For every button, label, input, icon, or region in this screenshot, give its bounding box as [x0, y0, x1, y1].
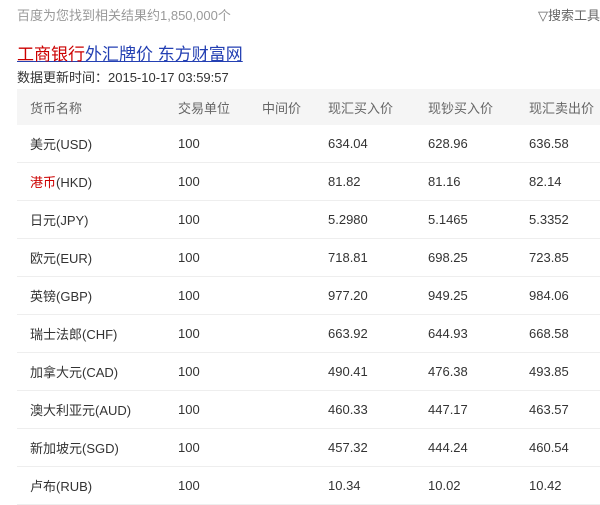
table-row: 瑞士法郎(CHF) 100 663.92 644.93 668.58: [17, 314, 600, 353]
search-tools-button[interactable]: ▽搜索工具: [538, 5, 600, 24]
result-count: 百度为您找到相关结果约1,850,000个: [17, 8, 231, 23]
cell-mid: [261, 314, 327, 353]
currency-name-text: 瑞士法郎(CHF): [30, 327, 118, 342]
currency-name: 港币(HKD): [17, 162, 177, 201]
cell-xh_buy: 10.34: [327, 466, 427, 505]
cell-xc_buy: 949.25: [427, 276, 528, 315]
cell-mid: [261, 352, 327, 391]
cell-sell: 984.06: [528, 276, 600, 315]
cell-xc_buy: 10.02: [427, 466, 528, 505]
currency-name-text: 澳大利亚元(AUD): [30, 403, 132, 418]
currency-name: 日元(JPY): [17, 200, 177, 239]
cell-xh_buy: 718.81: [327, 238, 427, 277]
cell-xc_buy: 628.96: [427, 125, 528, 163]
cell-mid: [261, 125, 327, 163]
currency-name: 英镑(GBP): [17, 276, 177, 315]
cell-mid: [261, 200, 327, 239]
col-header: 现钞买入价: [427, 89, 528, 125]
cell-mid: [261, 162, 327, 201]
currency-name: 美元(USD): [17, 125, 177, 163]
currency-name-text: 新加坡元(SGD): [30, 441, 119, 456]
cell-xc_buy: 81.16: [427, 162, 528, 201]
cell-xc_buy: 447.17: [427, 390, 528, 429]
search-tools-label: 搜索工具: [547, 8, 600, 23]
cell-unit: 100: [177, 276, 261, 315]
cell-xc_buy: 444.24: [427, 428, 528, 467]
result-title-link[interactable]: 工商银行外汇牌价 东方财富网: [17, 40, 243, 65]
cell-unit: 100: [177, 428, 261, 467]
table-row: 澳大利亚元(AUD) 100 460.33 447.17 463.57: [17, 390, 600, 429]
cell-unit: 100: [177, 352, 261, 391]
cell-xc_buy: 476.38: [427, 352, 528, 391]
cell-xh_buy: 663.92: [327, 314, 427, 353]
col-header: 现汇卖出价: [528, 89, 600, 125]
cell-xc_buy: 5.1465: [427, 200, 528, 239]
currency-name-text: 卢布(RUB): [30, 479, 93, 494]
cell-sell: 5.3352: [528, 200, 600, 239]
currency-name-text: 美元(USD): [30, 137, 93, 152]
cell-xh_buy: 457.32: [327, 428, 427, 467]
cell-mid: [261, 390, 327, 429]
cell-sell: 10.42: [528, 466, 600, 505]
currency-name: 欧元(EUR): [17, 238, 177, 277]
cell-xc_buy: 698.25: [427, 238, 528, 277]
cell-unit: 100: [177, 466, 261, 505]
currency-name: 新加坡元(SGD): [17, 428, 177, 467]
cell-mid: [261, 466, 327, 505]
cell-mid: [261, 276, 327, 315]
currency-name-text: (HKD): [56, 175, 93, 190]
title-rest: 外汇牌价 东方财富网: [85, 45, 243, 64]
currency-name-text: 英镑(GBP): [30, 289, 93, 304]
exchange-rate-table: 货币名称 交易单位 中间价 现汇买入价 现钞买入价 现汇卖出价 美元(USD) 1…: [17, 89, 600, 505]
table-row: 卢布(RUB) 100 10.34 10.02 10.42: [17, 466, 600, 505]
cell-mid: [261, 238, 327, 277]
cell-xc_buy: 644.93: [427, 314, 528, 353]
table-row: 新加坡元(SGD) 100 457.32 444.24 460.54: [17, 428, 600, 467]
cell-xh_buy: 490.41: [327, 352, 427, 391]
table-row: 加拿大元(CAD) 100 490.41 476.38 493.85: [17, 352, 600, 391]
cell-mid: [261, 428, 327, 467]
table-row: 英镑(GBP) 100 977.20 949.25 984.06: [17, 276, 600, 315]
col-header: 中间价: [261, 89, 327, 125]
cell-unit: 100: [177, 390, 261, 429]
cell-unit: 100: [177, 238, 261, 277]
col-header: 货币名称: [17, 89, 177, 125]
funnel-icon: ▽: [537, 8, 548, 23]
cell-sell: 636.58: [528, 125, 600, 163]
cell-sell: 723.85: [528, 238, 600, 277]
cell-unit: 100: [177, 314, 261, 353]
table-row: 美元(USD) 100 634.04 628.96 636.58: [17, 125, 600, 163]
cell-unit: 100: [177, 125, 261, 163]
cell-xh_buy: 5.2980: [327, 200, 427, 239]
table-row: 日元(JPY) 100 5.2980 5.1465 5.3352: [17, 200, 600, 239]
table-header: 货币名称 交易单位 中间价 现汇买入价 现钞买入价 现汇卖出价: [17, 89, 600, 125]
currency-name-text: 欧元(EUR): [30, 251, 93, 266]
cell-unit: 100: [177, 200, 261, 239]
currency-name-text: 日元(JPY): [30, 213, 89, 228]
cell-xh_buy: 460.33: [327, 390, 427, 429]
cell-sell: 463.57: [528, 390, 600, 429]
cell-xh_buy: 81.82: [327, 162, 427, 201]
table-row: 港币(HKD) 100 81.82 81.16 82.14: [17, 162, 600, 201]
currency-name: 澳大利亚元(AUD): [17, 390, 177, 429]
col-header: 现汇买入价: [327, 89, 427, 125]
currency-name-highlight: 港币: [30, 175, 57, 190]
currency-name: 卢布(RUB): [17, 466, 177, 505]
currency-name-text: 加拿大元(CAD): [30, 365, 119, 380]
cell-xh_buy: 977.20: [327, 276, 427, 315]
cell-xh_buy: 634.04: [327, 125, 427, 163]
table-row: 欧元(EUR) 100 718.81 698.25 723.85: [17, 238, 600, 277]
cell-unit: 100: [177, 162, 261, 201]
cell-sell: 460.54: [528, 428, 600, 467]
update-time: 数据更新时间：2015-10-17 03:59:57: [17, 67, 229, 86]
update-label: 数据更新时间：: [17, 70, 109, 85]
cell-sell: 493.85: [528, 352, 600, 391]
currency-name: 瑞士法郎(CHF): [17, 314, 177, 353]
cell-sell: 668.58: [528, 314, 600, 353]
cell-sell: 82.14: [528, 162, 600, 201]
update-value: 2015-10-17 03:59:57: [108, 70, 229, 85]
title-highlight: 工商银行: [17, 45, 85, 64]
col-header: 交易单位: [177, 89, 261, 125]
currency-name: 加拿大元(CAD): [17, 352, 177, 391]
